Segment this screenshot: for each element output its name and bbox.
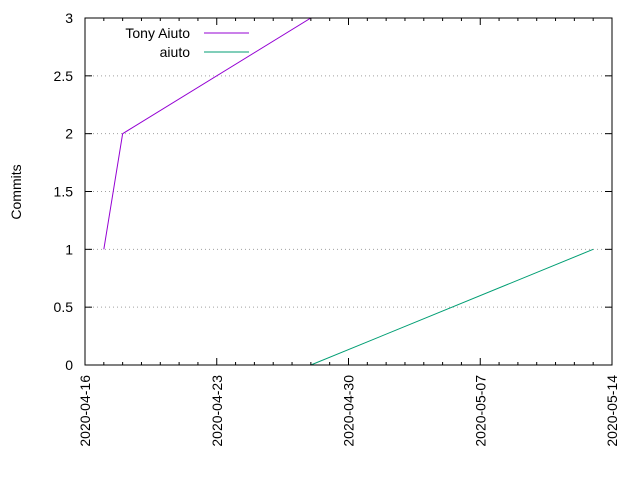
legend-label-0: Tony Aiuto [125,25,190,41]
x-tick-label: 2020-04-30 [341,375,357,447]
x-tick-label: 2020-05-14 [604,375,620,447]
series-lines [103,18,594,365]
y-axis-label: Commits [8,164,24,219]
y-tick-label: 1.5 [54,184,74,200]
y-tick-label: 3 [65,10,73,26]
x-tick-label: 2020-05-07 [472,375,488,447]
tick-labels: 0 0.5 1 1.5 2 2.5 3 2020-04-16 2020-04-23 2020-04… [54,10,620,447]
y-tick-label: 2 [65,126,73,142]
y-tick-label: 0.5 [54,299,74,315]
axis-ticks [84,17,613,366]
plot-frame [84,17,613,366]
series-line-1 [310,248,594,365]
series-line-0 [103,18,312,250]
legend: Tony Aiuto aiuto [125,25,249,60]
y-tick-label: 1 [65,241,73,257]
y-tick-label: 2.5 [54,68,74,84]
x-tick-label: 2020-04-16 [77,375,93,447]
legend-label-1: aiuto [160,44,191,60]
grid-lines [85,75,612,308]
y-tick-label: 0 [65,357,73,373]
x-tick-label: 2020-04-23 [209,375,225,447]
